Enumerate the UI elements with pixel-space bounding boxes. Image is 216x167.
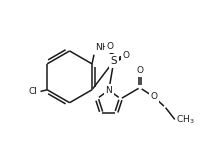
Text: N: N (105, 86, 112, 95)
Text: O: O (150, 92, 157, 101)
Text: O: O (136, 66, 143, 75)
Text: S: S (111, 56, 117, 66)
Text: Cl: Cl (28, 87, 37, 96)
Text: NH$_2$: NH$_2$ (95, 41, 113, 54)
Text: CH$_3$: CH$_3$ (176, 114, 194, 126)
Text: O: O (122, 51, 129, 60)
Text: O: O (106, 42, 113, 51)
